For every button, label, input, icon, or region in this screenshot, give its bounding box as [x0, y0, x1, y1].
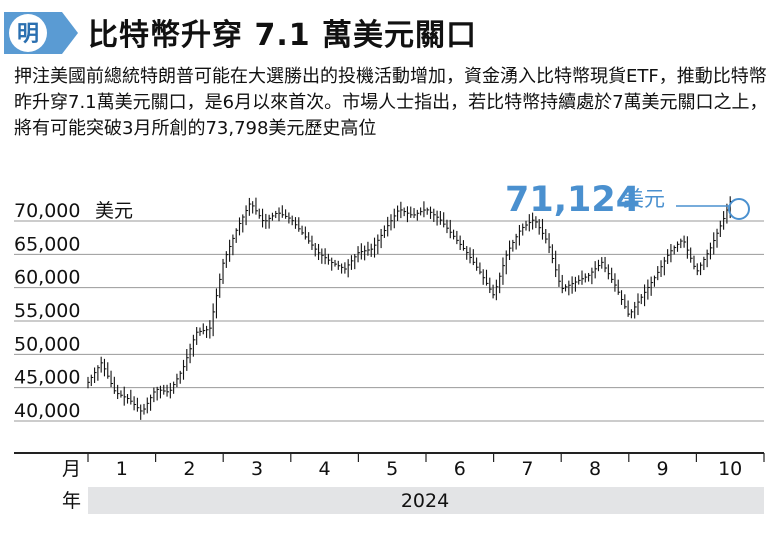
month-label: 5 — [386, 458, 398, 480]
month-row-label: 月 — [62, 458, 81, 480]
year-band — [88, 487, 764, 514]
month-label: 6 — [454, 458, 466, 480]
y-tick-label: 60,000 — [14, 267, 80, 289]
x-axis — [14, 452, 765, 462]
grid-layer — [14, 220, 764, 422]
price-bars — [87, 196, 733, 420]
latest-price-value: 71,124 — [505, 180, 640, 220]
month-label: 8 — [589, 458, 601, 480]
logo-circle — [9, 14, 47, 52]
month-label: 7 — [521, 458, 533, 480]
logo-text: 明 — [17, 21, 39, 47]
headline: 比特幣升穿 7.1 萬美元關口 — [88, 18, 478, 53]
latest-price-annotation: 71,124 美元 — [505, 180, 750, 220]
year-row-label: 年 — [62, 490, 81, 512]
month-label: 9 — [657, 458, 669, 480]
y-tick-label: 65,000 — [14, 233, 80, 255]
y-tick-label: 45,000 — [14, 367, 80, 389]
month-labels: 1 2 3 4 5 6 7 8 9 10 — [116, 458, 743, 480]
article-blurb: 押注美國前總統特朗普可能在大選勝出的投機活動增加，資金湧入比特幣現貨ETF，推動… — [14, 66, 768, 139]
latest-price-unit: 美元 — [623, 187, 665, 211]
y-tick-label: 55,000 — [14, 300, 80, 322]
month-label: 1 — [116, 458, 128, 480]
y-unit-label: 美元 — [95, 200, 133, 222]
year-label: 2024 — [401, 490, 449, 512]
month-label: 2 — [183, 458, 195, 480]
month-label: 4 — [319, 458, 331, 480]
y-tick-label: 50,000 — [14, 333, 80, 355]
month-label: 10 — [718, 458, 742, 480]
y-tick-label: 40,000 — [14, 400, 80, 422]
annotation-marker-circle — [728, 198, 750, 220]
y-tick-labels: 70,000 65,000 60,000 55,000 50,000 45,000 40,0… — [14, 200, 80, 422]
y-tick-label: 70,000 — [14, 200, 80, 222]
ming-pao-logo: 明 — [4, 12, 78, 54]
month-label: 3 — [251, 458, 263, 480]
